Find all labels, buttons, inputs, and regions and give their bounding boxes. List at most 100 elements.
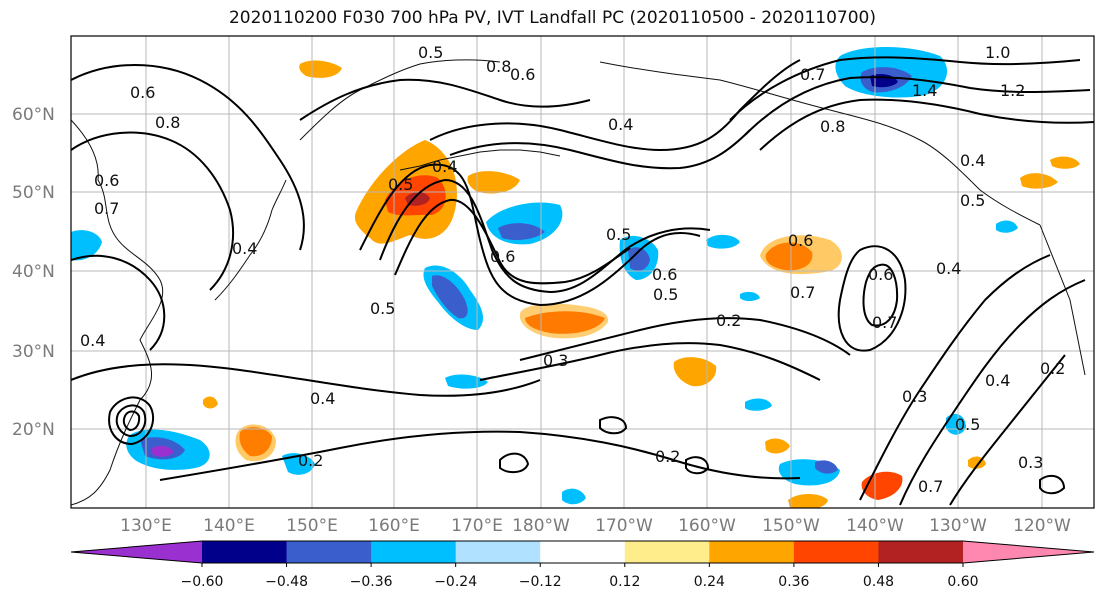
contour-label: 0.5 bbox=[606, 225, 631, 244]
lat-label: 60°N bbox=[12, 105, 55, 125]
contour-label: 0.8 bbox=[155, 113, 180, 132]
negative-anomaly-west-core bbox=[432, 275, 468, 319]
japan-coast bbox=[214, 179, 287, 301]
colorbar-segment bbox=[286, 541, 372, 563]
colorbar-segment bbox=[878, 541, 964, 563]
contour-trough-main bbox=[359, 163, 701, 307]
contour-se-3 bbox=[949, 354, 1066, 506]
positive-anomaly-se2 bbox=[788, 494, 828, 508]
contour-label: 0.5 bbox=[955, 415, 980, 434]
contour-label: 0.6 bbox=[130, 83, 155, 102]
contour-blob-4 bbox=[599, 416, 628, 435]
colorbar-tick-label: 0.48 bbox=[863, 574, 894, 590]
positive-anomaly-north bbox=[467, 171, 520, 194]
colorbar-segment bbox=[371, 541, 457, 563]
negative-anomaly-e3 bbox=[946, 413, 966, 435]
lon-label: 140°W bbox=[846, 516, 904, 536]
colorbar-tick-label: 0.36 bbox=[778, 574, 809, 590]
colorbar-segment bbox=[709, 541, 795, 563]
contour-label-layer: 0.5 0.8 0.6 0.7 0.6 0.8 0.4 0.4 0.5 0.5 … bbox=[80, 43, 1065, 496]
map-frame bbox=[70, 35, 1095, 509]
positive-anomaly-ne bbox=[1020, 173, 1058, 189]
contour-label: 0.7 bbox=[790, 283, 815, 302]
contour-label: 0.2 bbox=[716, 311, 741, 330]
contour-ridge-2 bbox=[449, 129, 751, 170]
positive-anomaly-se3 bbox=[765, 438, 790, 454]
contour-label: 0.2 bbox=[1040, 359, 1065, 378]
colorbar-tick-label: −0.60 bbox=[181, 574, 224, 590]
lon-label: 140°E bbox=[203, 516, 255, 536]
longitude-labels: 130°E 140°E 150°E 160°E 170°E 180°W 170°… bbox=[120, 516, 1071, 536]
na-coast bbox=[1039, 224, 1086, 376]
colorbar-ticks: −0.60 −0.48 −0.36 −0.24 −0.12 0.12 0.24 0.36 0.4… bbox=[181, 563, 979, 590]
contour-label: 0.3 bbox=[902, 387, 927, 406]
negative-anomaly-e4 bbox=[996, 220, 1018, 233]
contour-label: 0.3 bbox=[543, 351, 568, 370]
asia-coast bbox=[71, 119, 164, 506]
lon-label: 170°E bbox=[451, 516, 503, 536]
contour-mid-south bbox=[519, 317, 851, 361]
contour-west-2 bbox=[71, 131, 234, 291]
lon-label: 150°W bbox=[762, 516, 820, 536]
graticule bbox=[71, 36, 1094, 508]
negative-anomaly-e5 bbox=[740, 291, 760, 301]
negative-anomaly-small-c-core bbox=[628, 247, 650, 271]
contour-label: 0.6 bbox=[652, 265, 677, 284]
kamchatka-coast bbox=[299, 59, 501, 141]
contour-typhoon-outer bbox=[108, 396, 155, 446]
lon-label: 150°E bbox=[286, 516, 338, 536]
negative-anomaly-central-core bbox=[498, 223, 545, 240]
positive-anomaly-mid-halo bbox=[519, 303, 609, 339]
contour-north-alaska-3 bbox=[759, 98, 1094, 151]
contour-label: 0.2 bbox=[298, 451, 323, 470]
colorbar-extend-high bbox=[963, 541, 1094, 563]
lat-label: 40°N bbox=[12, 262, 55, 282]
contour-label: 1.2 bbox=[1000, 81, 1025, 100]
colorbar-segment bbox=[540, 541, 626, 563]
contour-label: 1.0 bbox=[985, 43, 1010, 62]
lon-label: 160°E bbox=[368, 516, 420, 536]
colorbar-outline bbox=[70, 540, 1095, 564]
contour-label: 0.4 bbox=[960, 151, 985, 170]
coastlines bbox=[71, 59, 1086, 506]
negative-anomaly-s3 bbox=[562, 488, 586, 505]
contour-north-alaska-1 bbox=[729, 56, 1081, 121]
contour-trough-3 bbox=[394, 198, 631, 285]
lon-label: 120°W bbox=[1013, 516, 1071, 536]
contour-blob-2 bbox=[685, 456, 710, 475]
contour-label: 0.4 bbox=[232, 239, 257, 258]
negative-anomaly-se-core bbox=[815, 460, 838, 474]
contour-sw-broad bbox=[71, 363, 541, 397]
contour-label: 0.6 bbox=[94, 171, 119, 190]
contour-label: 0.7 bbox=[918, 477, 943, 496]
aleutians bbox=[399, 149, 561, 171]
colorbar-segment bbox=[202, 541, 288, 563]
contour-west-3 bbox=[71, 254, 166, 351]
negative-anomaly-s1 bbox=[282, 453, 315, 475]
lon-label: 160°W bbox=[678, 516, 736, 536]
contour-label: 0.8 bbox=[820, 117, 845, 136]
contour-label: 0.4 bbox=[936, 259, 961, 278]
contour-sw-broad-2 bbox=[159, 430, 801, 481]
positive-anomaly-south1 bbox=[673, 357, 717, 387]
contour-label: 0.2 bbox=[655, 447, 680, 466]
latitude-labels: 60°N 50°N 40°N 30°N 20°N bbox=[12, 105, 55, 440]
lon-label: 130°E bbox=[120, 516, 172, 536]
colorbar-tick-label: −0.48 bbox=[265, 574, 308, 590]
contour-north-alaska-2 bbox=[744, 76, 1091, 136]
positive-anomaly-nw bbox=[299, 60, 342, 78]
contour-label: 0.4 bbox=[80, 331, 105, 350]
colorbar-tick-label: 0.60 bbox=[947, 574, 978, 590]
colorbar-extend-low bbox=[71, 541, 202, 563]
contour-mid-south-2 bbox=[479, 342, 821, 381]
contour-label: 0.6 bbox=[510, 65, 535, 84]
colorbar-tick-label: −0.36 bbox=[350, 574, 393, 590]
contour-label: 0.4 bbox=[310, 389, 335, 408]
negative-anomaly-e6 bbox=[745, 398, 772, 411]
contour-west-1 bbox=[71, 64, 305, 251]
positive-anomaly-east-halo bbox=[760, 235, 842, 275]
positive-anomaly-south2-halo bbox=[235, 424, 276, 462]
colorbar-tick-label: −0.12 bbox=[519, 574, 562, 590]
colorbar-segment bbox=[624, 541, 710, 563]
